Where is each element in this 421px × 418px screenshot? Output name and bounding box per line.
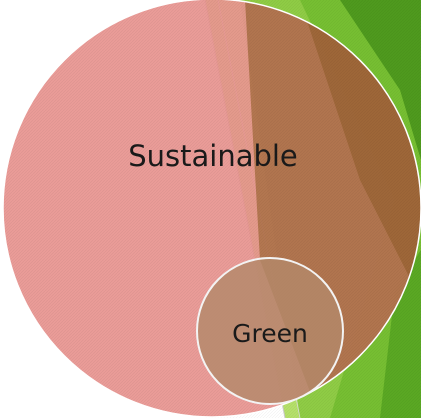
inner-circle-green [197, 258, 343, 404]
sustainable-label: Sustainable [128, 139, 298, 173]
inner-circle-group [196, 257, 344, 405]
inner-circle-outline [196, 257, 344, 405]
green-label: Green [232, 319, 308, 348]
